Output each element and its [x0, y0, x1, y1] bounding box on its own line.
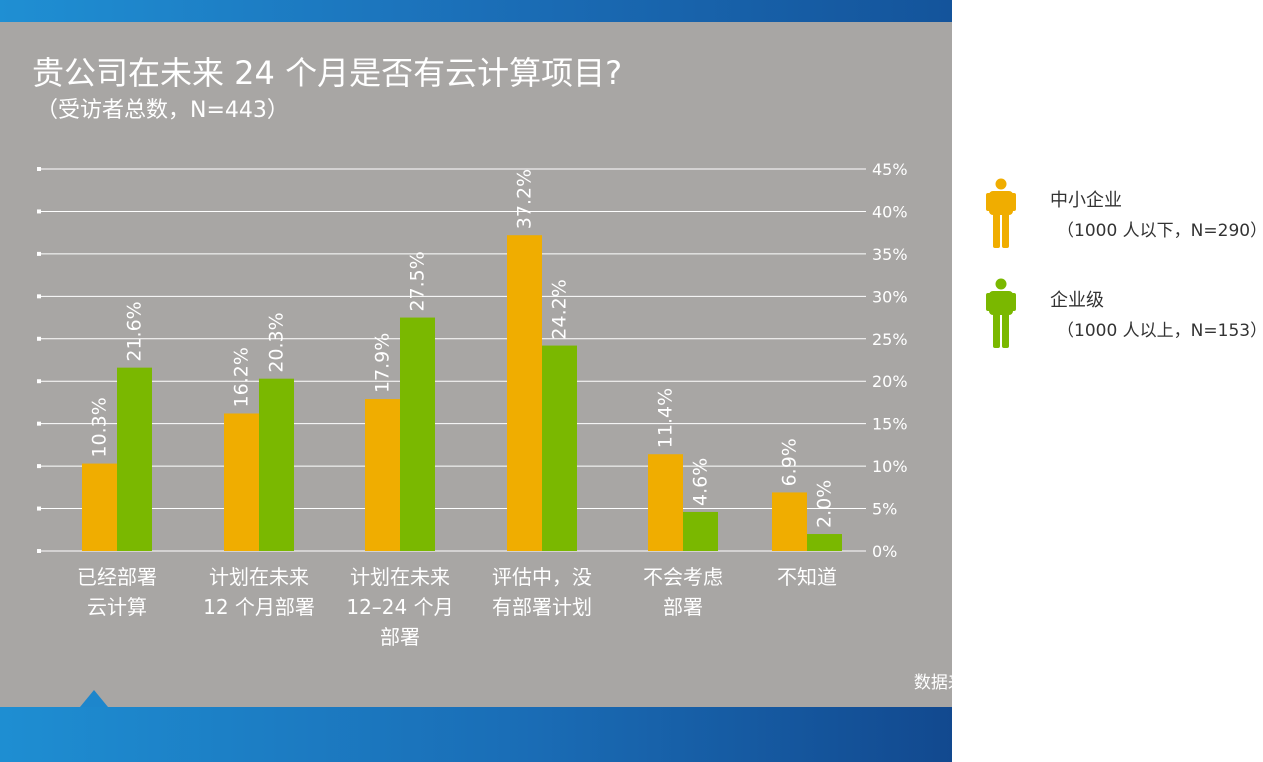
legend-label: 中小企业 [1050, 190, 1122, 211]
data-label: 4.6% [690, 458, 712, 506]
y-tick-label: 0% [872, 542, 897, 561]
figure-caption: 图 1. 未来 24 个月的云计算项目投入 [952, 727, 1239, 747]
gridline-marker [37, 464, 41, 469]
person-icon [986, 178, 1016, 248]
x-tick-label: 计划在未来 [209, 565, 309, 589]
y-tick-label: 15% [872, 415, 908, 434]
x-tick-label: 评估中，没 [492, 565, 592, 589]
data-label: 6.9% [779, 438, 801, 486]
gridline-marker [37, 294, 41, 299]
bar [772, 492, 807, 551]
bar [807, 534, 842, 551]
x-tick-label: 不会考虑 [643, 565, 723, 589]
x-tick-label: 云计算 [87, 595, 147, 619]
data-label: 11.4% [655, 388, 677, 448]
bar [542, 345, 577, 551]
y-tick-label: 35% [872, 245, 908, 264]
y-tick-label: 45% [872, 160, 908, 179]
data-label: 10.3% [89, 397, 111, 457]
top-band [0, 0, 952, 22]
y-tick-label: 40% [872, 202, 908, 221]
y-tick-label: 25% [872, 330, 908, 349]
x-tick-label: 部署 [663, 595, 703, 619]
person-icon [986, 278, 1016, 348]
data-label: 24.2% [549, 279, 571, 339]
caption-arrow-icon [80, 690, 108, 707]
gridline-marker [37, 379, 41, 384]
x-tick-label: 12–24 个月 [346, 595, 453, 619]
legend-note: （1000 人以上，N=153） [1057, 321, 1263, 341]
chart-source: 数据来源：中桥调研咨询，2014 年 10 月 [913, 673, 1233, 693]
data-label: 16.2% [231, 347, 253, 407]
y-tick-label: 10% [872, 457, 908, 476]
gridline-marker [37, 549, 41, 553]
data-label: 27.5% [407, 251, 429, 311]
x-tick-label: 不知道 [777, 565, 837, 589]
bar [648, 454, 683, 551]
y-tick-label: 30% [872, 287, 908, 306]
chart-title: 贵公司在未来 24 个月是否有云计算项目? [32, 54, 623, 92]
bar-chart: 0% 5% 10% 15% 20% 25% 30% 35% 40% 45% 10.3% 16.2% 17… [37, 160, 908, 649]
data-label: 37.2% [514, 169, 536, 229]
gridline-marker [37, 251, 41, 256]
gridline-marker [37, 506, 41, 511]
data-label: 21.6% [124, 301, 146, 361]
caption-band [0, 707, 952, 762]
y-tick-label: 20% [872, 372, 908, 391]
x-tick-label: 12 个月部署 [203, 595, 315, 619]
x-tick-label: 有部署计划 [492, 595, 592, 619]
bar [82, 463, 117, 551]
data-label: 2.0% [814, 480, 836, 528]
bar [259, 378, 294, 551]
y-tick-label: 5% [872, 500, 897, 519]
bar [400, 317, 435, 551]
legend-note: （1000 人以下，N=290） [1057, 221, 1263, 241]
bar [507, 235, 542, 552]
gridline-marker [37, 421, 41, 426]
gridline-marker [37, 209, 41, 214]
gridline-marker [37, 336, 41, 341]
legend-label: 企业级 [1050, 290, 1104, 311]
bar [365, 399, 400, 551]
bar [117, 367, 152, 551]
x-tick-label: 部署 [380, 625, 420, 649]
data-label: 20.3% [266, 312, 288, 372]
x-tick-label: 已经部署 [77, 565, 157, 589]
bar [683, 511, 718, 551]
gridline-marker [37, 167, 41, 171]
bar [224, 413, 259, 551]
x-tick-label: 计划在未来 [350, 565, 450, 589]
data-label: 17.9% [372, 333, 394, 393]
chart-subtitle: （受访者总数，N=443） [36, 98, 289, 123]
